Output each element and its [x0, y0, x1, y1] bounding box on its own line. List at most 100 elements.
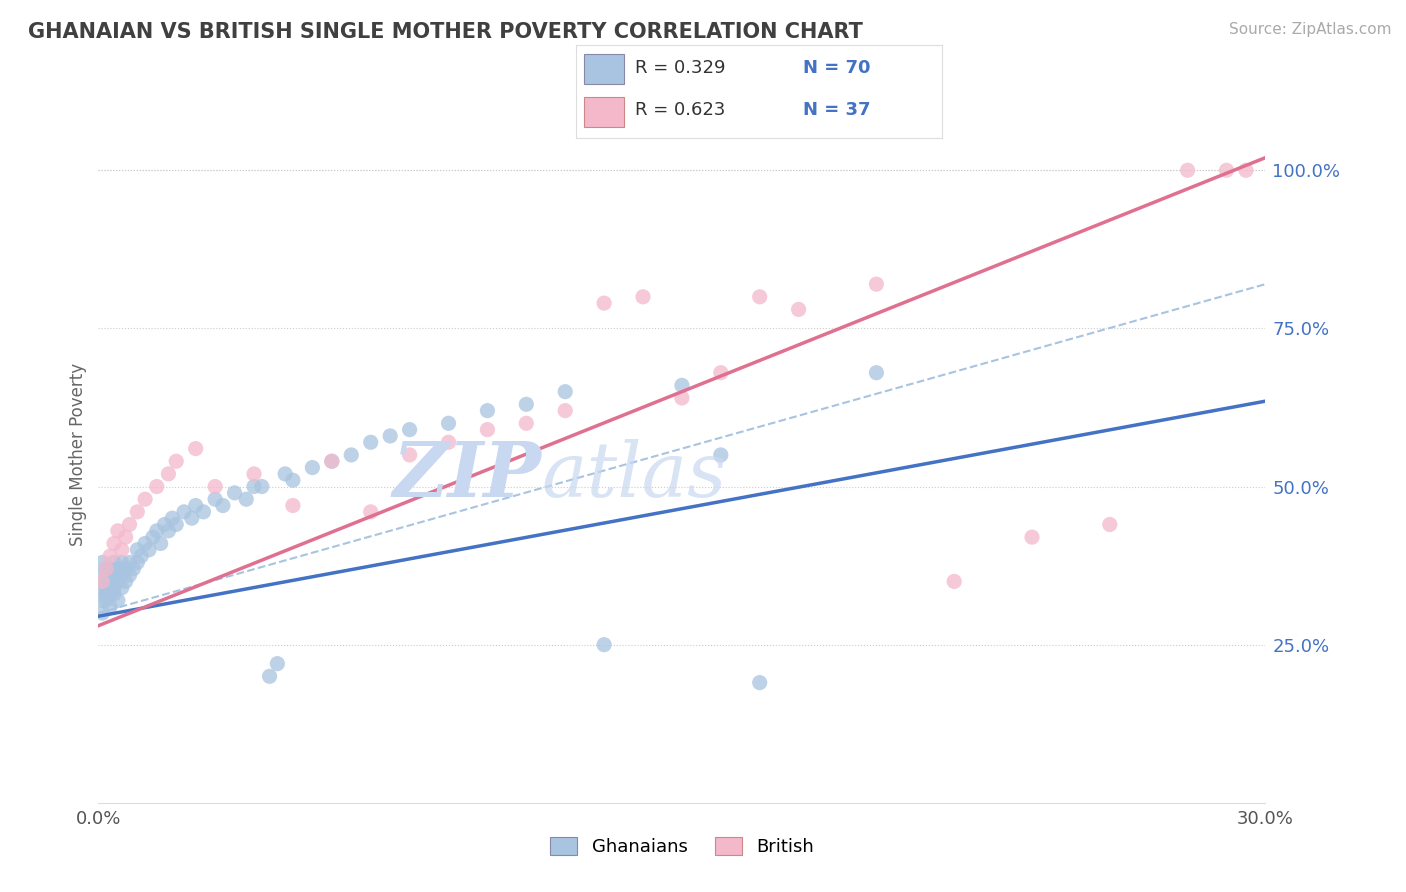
Point	[398, 448, 420, 462]
Point	[91, 574, 114, 589]
Point	[671, 378, 693, 392]
Point	[96, 574, 118, 589]
Point	[107, 524, 129, 538]
Point	[340, 448, 363, 462]
Point	[710, 448, 733, 462]
Text: ZIP: ZIP	[394, 439, 541, 513]
Point	[114, 562, 136, 576]
Point	[98, 587, 121, 601]
Point	[378, 429, 402, 443]
Point	[710, 366, 733, 380]
Point	[134, 492, 156, 507]
Text: R = 0.329: R = 0.329	[636, 60, 725, 78]
Point	[554, 384, 576, 399]
Point	[360, 505, 382, 519]
Point	[1021, 530, 1043, 544]
Point	[149, 536, 172, 550]
Point	[142, 530, 165, 544]
Point	[111, 542, 134, 557]
FancyBboxPatch shape	[583, 54, 624, 84]
Point	[943, 574, 966, 589]
Point	[748, 290, 770, 304]
Point	[127, 542, 149, 557]
Point	[1215, 163, 1237, 178]
Point	[204, 479, 226, 493]
Point	[134, 536, 156, 550]
Point	[184, 442, 207, 456]
Point	[107, 593, 129, 607]
Point	[281, 499, 304, 513]
Text: N = 70: N = 70	[803, 60, 870, 78]
Point	[127, 505, 149, 519]
Point	[96, 581, 118, 595]
Point	[146, 524, 169, 538]
Point	[631, 290, 654, 304]
Point	[103, 556, 125, 570]
Text: N = 37: N = 37	[803, 101, 870, 120]
Point	[360, 435, 382, 450]
Point	[114, 574, 136, 589]
Legend: Ghanaians, British: Ghanaians, British	[543, 830, 821, 863]
Point	[281, 473, 304, 487]
Point	[398, 423, 420, 437]
Point	[111, 556, 134, 570]
Point	[301, 460, 323, 475]
Point	[1177, 163, 1199, 178]
Point	[122, 562, 145, 576]
Point	[1098, 517, 1121, 532]
Point	[157, 467, 180, 481]
Point	[235, 492, 257, 507]
Point	[243, 479, 266, 493]
Point	[118, 568, 141, 582]
Point	[114, 530, 136, 544]
Point	[184, 499, 207, 513]
Point	[157, 524, 180, 538]
Point	[98, 599, 121, 614]
Point	[165, 517, 187, 532]
Point	[865, 366, 887, 380]
Point	[865, 277, 887, 292]
Point	[274, 467, 297, 481]
Point	[138, 542, 160, 557]
Point	[477, 423, 499, 437]
Point	[103, 587, 125, 601]
FancyBboxPatch shape	[583, 97, 624, 127]
Y-axis label: Single Mother Poverty: Single Mother Poverty	[69, 363, 87, 547]
Point	[671, 391, 693, 405]
Point	[250, 479, 273, 493]
Text: R = 0.623: R = 0.623	[636, 101, 725, 120]
Point	[204, 492, 226, 507]
Point	[515, 417, 537, 431]
Point	[1234, 163, 1257, 178]
Point	[321, 454, 343, 468]
Point	[107, 562, 129, 576]
Point	[437, 435, 460, 450]
Point	[127, 556, 149, 570]
Point	[111, 568, 134, 582]
Point	[593, 296, 616, 310]
Point	[193, 505, 215, 519]
Point	[103, 581, 125, 595]
Point	[96, 562, 118, 576]
Point	[96, 593, 118, 607]
Point	[118, 556, 141, 570]
Point	[98, 562, 121, 576]
Point	[212, 499, 235, 513]
Point	[129, 549, 152, 563]
Point	[91, 593, 114, 607]
Point	[180, 511, 202, 525]
Point	[98, 574, 121, 589]
Point	[91, 581, 114, 595]
Point	[107, 574, 129, 589]
Point	[243, 467, 266, 481]
Point	[118, 517, 141, 532]
Point	[593, 638, 616, 652]
Text: atlas: atlas	[541, 439, 727, 513]
Point	[266, 657, 288, 671]
Point	[321, 454, 343, 468]
Point	[259, 669, 281, 683]
Text: Source: ZipAtlas.com: Source: ZipAtlas.com	[1229, 22, 1392, 37]
Point	[96, 562, 118, 576]
Point	[787, 302, 810, 317]
Point	[111, 581, 134, 595]
